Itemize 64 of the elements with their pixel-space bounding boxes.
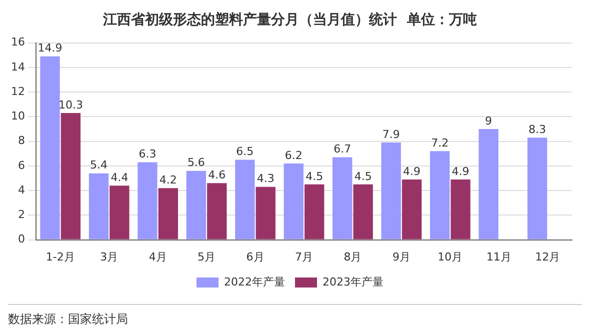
bar [207,183,227,240]
x-tick-label: 6月 [246,250,264,264]
data-label: 14.9 [38,42,62,55]
y-tick-label: 2 [18,208,25,222]
data-label: 8.3 [528,122,546,136]
y-tick-label: 12 [10,84,25,98]
y-tick-label: 8 [18,134,25,148]
data-label: 9 [485,114,492,128]
x-tick-label: 4月 [148,250,167,264]
bar [88,173,109,240]
y-tick-label: 14 [10,60,25,74]
bar [284,163,304,240]
x-tick-label: 1-2月 [46,250,75,264]
data-label: 5.4 [90,158,108,172]
bar [332,157,352,240]
data-label: 6.2 [284,148,302,162]
bar [235,160,255,240]
data-label: 4.5 [306,170,324,183]
y-tick-label: 16 [10,36,25,49]
x-tick-label: 7月 [295,250,313,264]
y-tick-label: 6 [18,158,25,172]
data-label: 10.3 [58,98,83,112]
data-label: 6.7 [334,142,352,156]
chart-title: 江西省初级形态的塑料产量分月（当月值）统计 单位：万吨 [102,11,477,28]
bar [381,142,401,240]
bar [304,184,324,240]
data-label: 5.6 [187,156,205,170]
bar [430,151,450,240]
bar [256,186,276,240]
bar [60,112,81,240]
bar [138,162,158,240]
data-label: 4.2 [159,173,177,186]
x-tick-label: 12月 [535,250,560,264]
x-tick-label: 11月 [486,250,512,264]
bar [402,179,422,240]
bar [478,128,498,240]
x-tick-label: 3月 [100,250,118,264]
data-label: 7.9 [382,128,400,141]
data-label: 4.5 [354,170,372,183]
bar [450,179,470,240]
data-label: 4.9 [403,164,421,178]
data-label: 4.4 [110,170,128,184]
bar [110,186,130,240]
bar [158,188,178,240]
source-note: 数据来源：国家统计局 [8,304,582,328]
data-label: 4.9 [452,164,470,178]
y-tick-label: 10 [10,110,25,123]
legend-label: 2022年产量 [224,275,286,288]
data-label: 4.6 [208,168,226,182]
legend-label: 2023年产量 [322,275,384,288]
data-label: 6.5 [236,145,254,158]
y-tick-label: 0 [18,232,25,246]
bar [186,170,206,240]
y-tick-label: 4 [18,183,25,196]
data-label: 6.3 [138,148,156,161]
x-tick-label: 8月 [344,250,362,264]
data-label: 4.3 [256,172,274,186]
bar [40,56,60,240]
x-tick-label: 9月 [392,250,410,264]
bar [353,184,373,240]
x-tick-label: 10月 [438,250,463,264]
x-tick-label: 5月 [198,250,216,264]
data-label: 7.2 [431,136,449,150]
bar [527,138,548,240]
